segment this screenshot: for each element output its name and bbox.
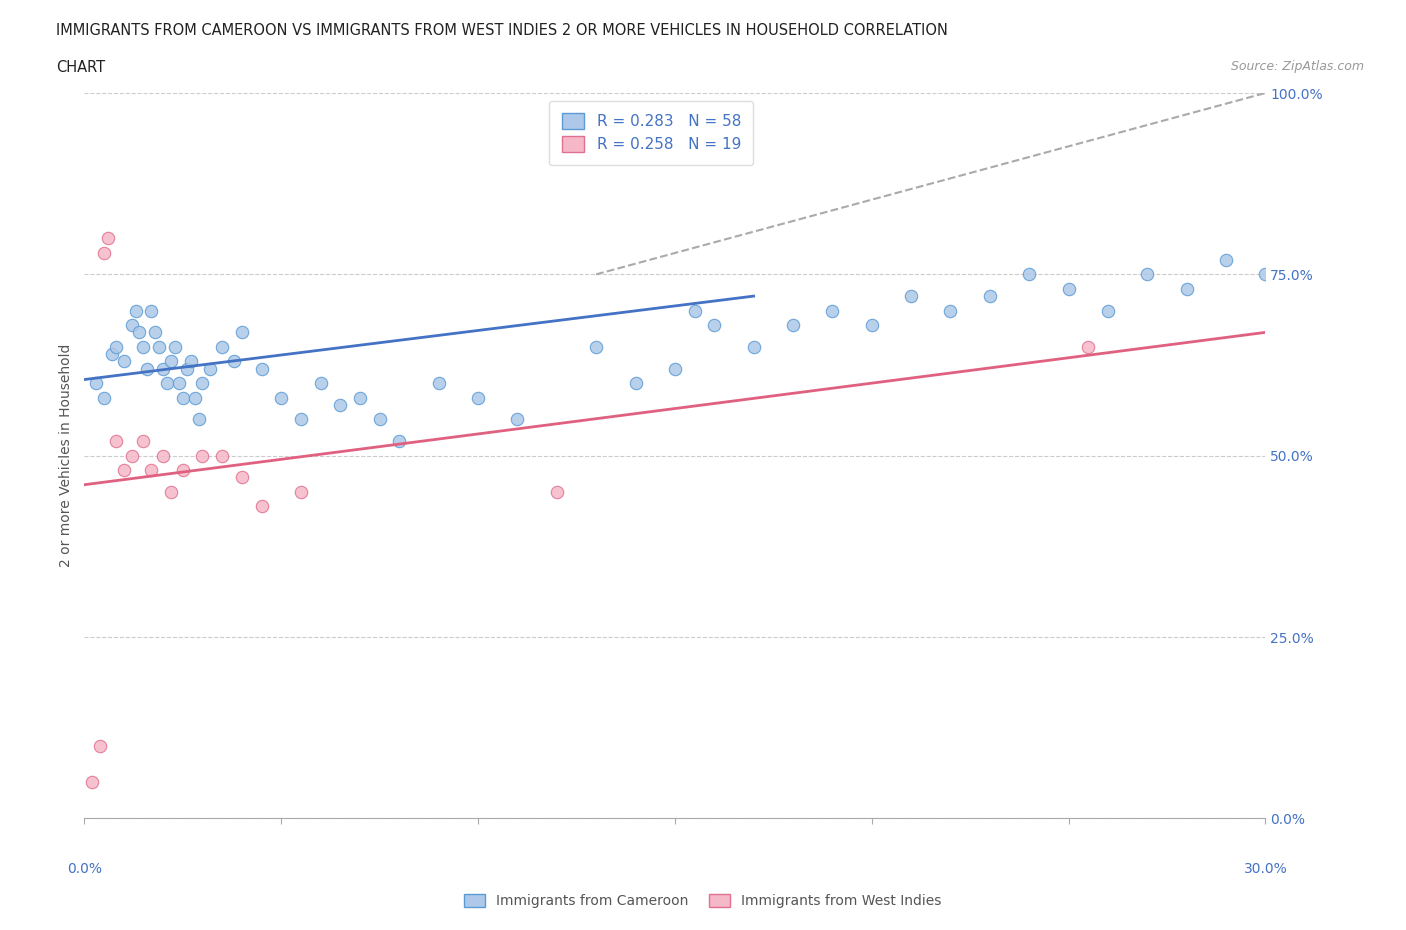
Point	[1254, 267, 1277, 282]
Point	[349, 391, 371, 405]
Point	[1097, 303, 1119, 318]
Point	[585, 339, 607, 354]
Legend: R = 0.283   N = 58, R = 0.258   N = 19: R = 0.283 N = 58, R = 0.258 N = 19	[550, 100, 754, 165]
Point	[132, 339, 155, 354]
Point	[148, 339, 170, 354]
Text: IMMIGRANTS FROM CAMEROON VS IMMIGRANTS FROM WEST INDIES 2 OR MORE VEHICLES IN HO: IMMIGRANTS FROM CAMEROON VS IMMIGRANTS F…	[56, 23, 948, 38]
Point	[152, 361, 174, 376]
Legend: Immigrants from Cameroon, Immigrants from West Indies: Immigrants from Cameroon, Immigrants fro…	[458, 889, 948, 914]
Point	[939, 303, 962, 318]
Point	[143, 325, 166, 339]
Point	[1175, 282, 1198, 297]
Point	[329, 397, 352, 412]
Point	[172, 463, 194, 478]
Point	[141, 463, 163, 478]
Point	[211, 448, 233, 463]
Point	[860, 318, 883, 333]
Point	[368, 412, 391, 427]
Point	[93, 391, 115, 405]
Point	[156, 376, 179, 391]
Point	[1215, 252, 1237, 267]
Point	[250, 499, 273, 514]
Point	[176, 361, 198, 376]
Point	[624, 376, 647, 391]
Point	[683, 303, 706, 318]
Point	[467, 391, 489, 405]
Point	[506, 412, 529, 427]
Point	[191, 448, 214, 463]
Point	[290, 412, 312, 427]
Point	[742, 339, 765, 354]
Point	[89, 738, 111, 753]
Point	[152, 448, 174, 463]
Point	[84, 376, 107, 391]
Point	[979, 288, 1001, 303]
Text: 30.0%: 30.0%	[1243, 862, 1288, 876]
Point	[104, 433, 127, 448]
Point	[191, 376, 214, 391]
Point	[160, 354, 183, 369]
Point	[167, 376, 190, 391]
Point	[141, 303, 163, 318]
Point	[231, 325, 253, 339]
Point	[183, 391, 205, 405]
Point	[124, 303, 146, 318]
Point	[112, 463, 135, 478]
Point	[231, 470, 253, 485]
Point	[1018, 267, 1040, 282]
Point	[664, 361, 686, 376]
Point	[172, 391, 194, 405]
Point	[290, 485, 312, 499]
Point	[200, 361, 222, 376]
Y-axis label: 2 or more Vehicles in Household: 2 or more Vehicles in Household	[59, 344, 73, 567]
Point	[136, 361, 159, 376]
Point	[104, 339, 127, 354]
Point	[1136, 267, 1159, 282]
Point	[1057, 282, 1080, 297]
Point	[1077, 339, 1099, 354]
Text: 0.0%: 0.0%	[67, 862, 101, 876]
Point	[128, 325, 150, 339]
Point	[93, 246, 115, 260]
Text: CHART: CHART	[56, 60, 105, 75]
Point	[163, 339, 186, 354]
Point	[211, 339, 233, 354]
Point	[132, 433, 155, 448]
Point	[546, 485, 568, 499]
Point	[900, 288, 922, 303]
Point	[309, 376, 332, 391]
Point	[270, 391, 292, 405]
Point	[121, 318, 143, 333]
Point	[121, 448, 143, 463]
Point	[82, 775, 104, 790]
Point	[112, 354, 135, 369]
Point	[187, 412, 209, 427]
Text: Source: ZipAtlas.com: Source: ZipAtlas.com	[1230, 60, 1364, 73]
Point	[97, 231, 120, 246]
Point	[160, 485, 183, 499]
Point	[821, 303, 844, 318]
Point	[180, 354, 202, 369]
Point	[427, 376, 450, 391]
Point	[782, 318, 804, 333]
Point	[101, 347, 124, 362]
Point	[388, 433, 411, 448]
Point	[703, 318, 725, 333]
Point	[250, 361, 273, 376]
Point	[222, 354, 245, 369]
